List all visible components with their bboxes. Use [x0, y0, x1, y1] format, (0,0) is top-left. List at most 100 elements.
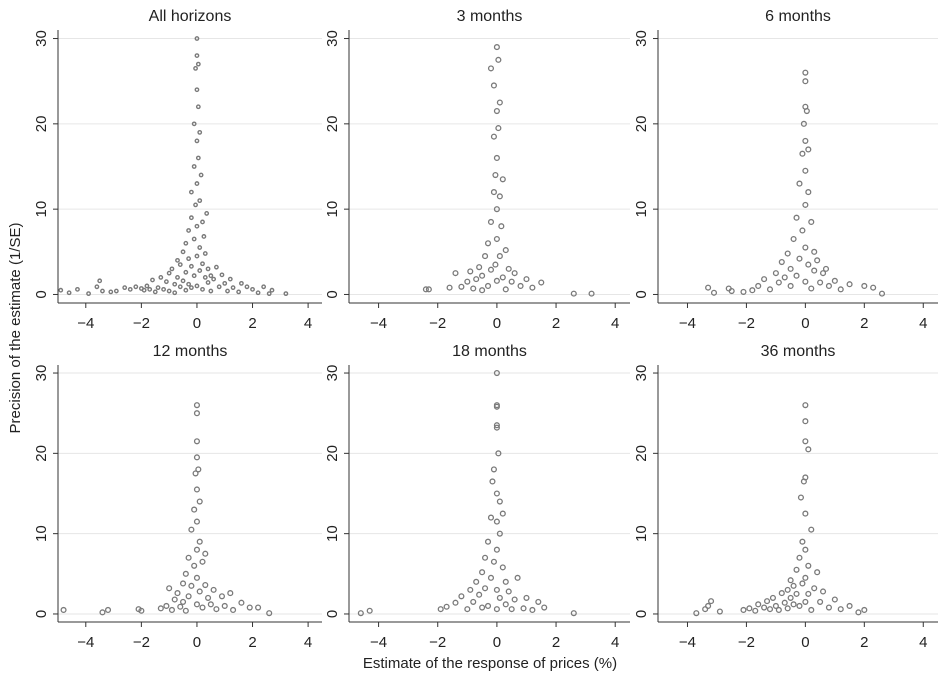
scatter-point [470, 285, 477, 292]
scatter-point [484, 282, 492, 289]
scatter-point [496, 193, 503, 200]
scatter-point [261, 284, 267, 290]
scatter-point [425, 286, 432, 293]
scatter-point [820, 270, 827, 277]
scatter-point [831, 596, 838, 603]
scatter-point [482, 554, 489, 561]
scatter-point [499, 510, 506, 517]
scatter-point [188, 285, 194, 291]
scatter-point [493, 107, 500, 115]
scatter-panel: 12 months 0 10 20 30 −4 −2 0 2 4 [33, 343, 322, 651]
x-tick-label: −4 [370, 634, 387, 651]
scatter-point [797, 494, 804, 501]
scatter-point [193, 518, 200, 525]
scatter-point [761, 276, 768, 283]
x-tick-label: 2 [860, 315, 868, 332]
scatter-point [805, 261, 812, 268]
scatter-point [244, 284, 250, 290]
panel-title: All horizons [149, 8, 232, 25]
scatter-point [227, 276, 233, 282]
scatter-point [108, 289, 114, 295]
scatter-point [166, 288, 172, 294]
scatter-point [174, 590, 181, 597]
scatter-point [202, 582, 209, 589]
scatter-point [825, 604, 832, 611]
scatter-point [728, 288, 735, 295]
scatter-point [182, 607, 189, 614]
scatter-point [766, 286, 774, 293]
scatter-panel: 36 months 0 10 20 30 −4 −2 0 2 4 [633, 343, 938, 651]
scatter-point [705, 284, 712, 291]
scatter-point [802, 69, 809, 76]
scatter-point [479, 272, 486, 279]
scatter-point [820, 588, 827, 595]
scatter-point [163, 279, 169, 285]
scatter-point [529, 606, 536, 614]
scatter-point [495, 125, 502, 132]
scatter-point [200, 286, 205, 292]
scatter-point [716, 608, 723, 615]
scatter-point [193, 601, 200, 608]
scatter-point [805, 446, 812, 453]
y-tick-label: 30 [633, 30, 650, 47]
scatter-point [210, 586, 217, 593]
x-tick-label: 4 [611, 634, 619, 651]
scatter-point [746, 605, 753, 612]
scatter-point [230, 606, 237, 614]
scatter-point [180, 278, 186, 284]
scatter-point [787, 577, 794, 584]
scatter-point [193, 454, 200, 461]
scatter-point [161, 286, 167, 292]
scatter-point [127, 286, 133, 292]
scatter-point [755, 282, 762, 289]
scatter-point [60, 606, 67, 614]
scatter-point [138, 607, 145, 614]
scatter-point [199, 604, 206, 611]
scatter-point [502, 578, 509, 585]
scatter-point [94, 284, 100, 290]
scatter-point [66, 290, 72, 296]
y-tick-label: 20 [33, 445, 50, 462]
scatter-point [188, 263, 194, 269]
scatter-point [452, 599, 459, 606]
scatter-point [846, 281, 853, 288]
y-tick-label: 20 [324, 116, 341, 133]
scatter-point [177, 603, 184, 610]
y-tick-label: 10 [33, 525, 50, 542]
scatter-point [221, 602, 228, 609]
scatter-point [188, 189, 194, 195]
x-tick-label: 0 [193, 315, 201, 332]
scatter-point [194, 253, 200, 259]
scatter-point [766, 606, 774, 613]
scatter-point [493, 206, 500, 213]
scatter-point [799, 538, 806, 545]
scatter-point [487, 574, 495, 581]
scatter-point [484, 602, 492, 609]
scatter-point [443, 603, 450, 610]
scatter-point [493, 586, 500, 593]
scatter-point [357, 610, 364, 617]
y-tick-label: 10 [324, 201, 341, 218]
scatter-point [781, 274, 788, 281]
x-tick-label: 0 [193, 634, 201, 651]
scatter-point [144, 283, 150, 289]
scatter-point [193, 574, 200, 581]
scatter-point [473, 578, 480, 585]
scatter-point [784, 250, 791, 257]
scatter-point [784, 605, 791, 612]
scatter-point [484, 240, 492, 247]
scatter-point [493, 490, 500, 497]
scatter-point [476, 591, 483, 598]
scatter-point [799, 150, 806, 157]
scatter-point [493, 44, 500, 51]
y-tick-label: 0 [324, 290, 341, 298]
scatter-point [749, 287, 756, 294]
scatter-point [752, 607, 759, 614]
x-tick-label: −4 [679, 634, 696, 651]
scatter-point [541, 604, 548, 611]
scatter-point [122, 285, 128, 291]
scatter-point [775, 279, 782, 286]
scatter-point [194, 283, 200, 289]
scatter-point [825, 282, 832, 289]
scatter-point [266, 291, 272, 297]
